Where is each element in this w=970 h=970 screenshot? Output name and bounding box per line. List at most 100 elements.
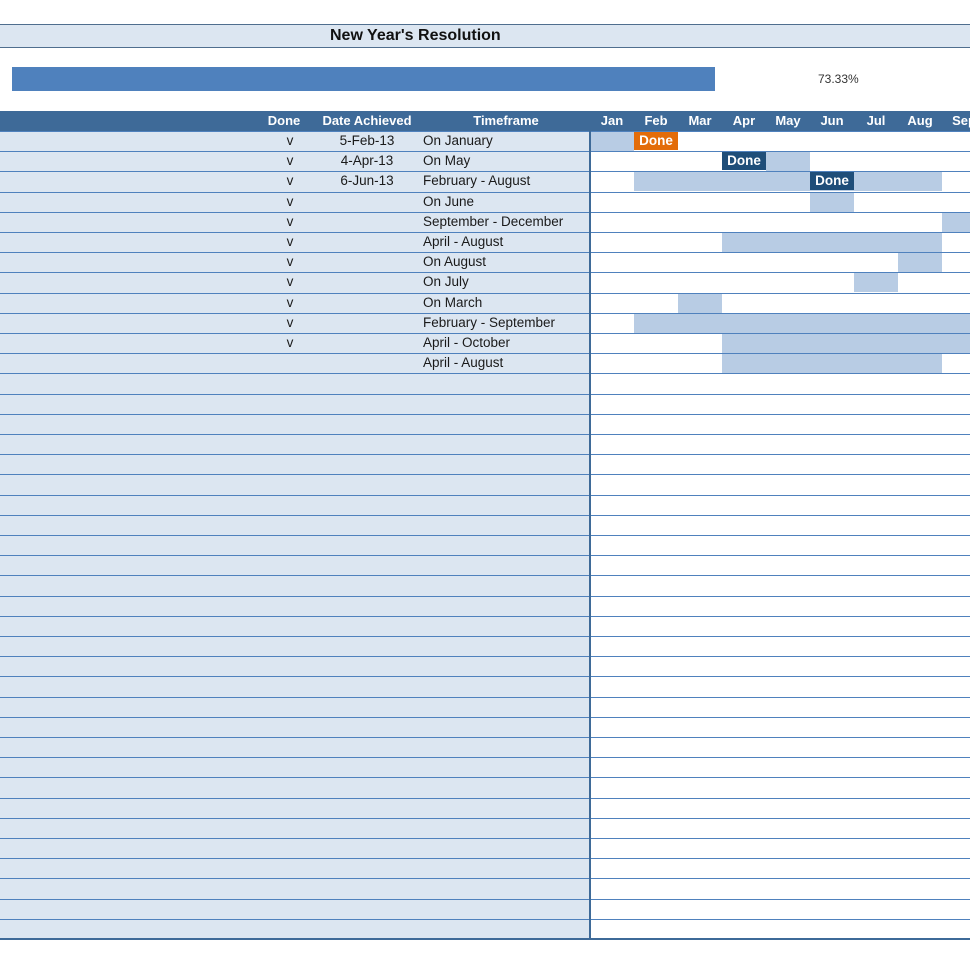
date-achieved-cell[interactable] <box>316 252 418 272</box>
timeframe-cell[interactable]: On May <box>423 153 471 169</box>
header-date-achieved[interactable]: Date Achieved <box>322 113 412 128</box>
row-divider <box>0 899 970 900</box>
gantt-bar <box>634 171 942 192</box>
timeframe-cell[interactable]: On June <box>423 193 475 209</box>
date-achieved-cell[interactable] <box>316 333 418 353</box>
date-achieved-cell[interactable] <box>316 313 418 333</box>
row-divider <box>0 171 970 172</box>
row-divider <box>0 212 970 213</box>
month-header-jun[interactable]: Jun <box>820 113 844 128</box>
month-header-sep[interactable]: Sep <box>952 113 970 128</box>
gantt-bar <box>722 333 970 353</box>
progress-fill <box>12 67 715 91</box>
row-divider <box>0 454 970 455</box>
row-divider <box>0 919 970 920</box>
row-divider <box>0 878 970 879</box>
row-divider <box>0 272 970 273</box>
date-achieved-cell[interactable]: 5-Feb-13 <box>339 133 395 148</box>
month-header-aug[interactable]: Aug <box>907 113 933 128</box>
gantt-bar <box>678 292 722 313</box>
row-divider <box>0 373 970 374</box>
gantt-bar <box>810 191 854 212</box>
done-mark[interactable]: v <box>286 234 294 249</box>
row-divider <box>0 575 970 576</box>
row-divider <box>0 535 970 536</box>
header-timeframe[interactable]: Timeframe <box>473 113 539 128</box>
timeframe-cell[interactable]: On March <box>423 294 483 310</box>
gantt-bar <box>854 272 898 293</box>
timeframe-cell[interactable]: April - August <box>423 234 504 249</box>
done-mark[interactable]: v <box>286 153 294 169</box>
done-tag: Done <box>722 151 766 171</box>
title-band <box>0 24 970 48</box>
gantt-bar <box>942 211 970 232</box>
row-divider <box>0 676 970 677</box>
date-achieved-cell[interactable] <box>316 232 418 252</box>
bottom-border <box>0 938 970 940</box>
row-divider <box>0 474 970 475</box>
row-divider <box>0 616 970 617</box>
row-divider <box>0 313 970 314</box>
row-divider <box>0 737 970 738</box>
gantt-bar <box>898 252 942 273</box>
row-divider <box>0 394 970 395</box>
timeframe-cell[interactable]: On August <box>423 254 487 270</box>
row-divider <box>0 353 970 354</box>
row-divider <box>0 293 970 294</box>
row-divider <box>0 777 970 778</box>
row-divider <box>0 192 970 193</box>
timeframe-cell[interactable]: September - December <box>423 213 564 229</box>
timeframe-cell[interactable]: April - August <box>423 355 504 371</box>
row-divider <box>0 838 970 839</box>
done-mark[interactable]: v <box>286 193 294 209</box>
row-divider <box>0 656 970 657</box>
row-divider <box>0 252 970 253</box>
gantt-bar <box>722 232 942 252</box>
timeframe-cell[interactable]: On July <box>423 274 469 290</box>
done-mark[interactable]: v <box>286 213 294 229</box>
timeframe-cell[interactable]: April - October <box>423 335 511 350</box>
progress-label: 73.33% <box>818 72 859 86</box>
timeframe-cell[interactable]: On January <box>423 133 493 148</box>
month-header-jan[interactable]: Jan <box>600 113 624 128</box>
done-mark[interactable]: v <box>286 133 294 148</box>
gantt-bar <box>634 312 970 333</box>
done-mark[interactable]: v <box>286 335 294 350</box>
date-achieved-cell[interactable] <box>316 212 418 232</box>
date-achieved-cell[interactable] <box>316 272 418 292</box>
row-divider <box>0 151 970 152</box>
header-done[interactable]: Done <box>267 113 301 128</box>
date-achieved-cell[interactable] <box>316 353 418 373</box>
panel-divider <box>589 111 591 939</box>
done-mark[interactable]: v <box>286 254 294 270</box>
done-mark[interactable]: v <box>286 173 294 189</box>
date-achieved-cell[interactable] <box>316 192 418 212</box>
row-divider <box>0 232 970 233</box>
row-divider <box>0 414 970 415</box>
month-header-mar[interactable]: Mar <box>688 113 712 128</box>
month-header-feb[interactable]: Feb <box>644 113 668 128</box>
row-divider <box>0 515 970 516</box>
done-mark[interactable]: v <box>286 314 294 330</box>
row-divider <box>0 636 970 637</box>
gantt-bar <box>722 353 942 374</box>
column-header-row <box>0 111 970 131</box>
row-divider <box>0 434 970 435</box>
timeframe-cell[interactable]: February - August <box>423 173 531 189</box>
timeframe-cell[interactable]: February - September <box>423 314 556 330</box>
date-achieved-cell[interactable]: 4-Apr-13 <box>340 153 394 169</box>
gantt-bar <box>766 151 810 172</box>
row-divider <box>0 495 970 496</box>
gantt-bar <box>590 131 634 151</box>
done-mark[interactable] <box>262 353 318 373</box>
done-mark[interactable]: v <box>286 294 294 310</box>
month-header-may[interactable]: May <box>775 113 801 128</box>
date-achieved-cell[interactable] <box>316 293 418 313</box>
done-mark[interactable]: v <box>286 274 294 290</box>
month-header-apr[interactable]: Apr <box>732 113 756 128</box>
row-divider <box>0 717 970 718</box>
row-divider <box>0 555 970 556</box>
month-header-jul[interactable]: Jul <box>866 113 886 128</box>
done-tag: Done <box>634 131 678 150</box>
date-achieved-cell[interactable]: 6-Jun-13 <box>340 173 394 189</box>
